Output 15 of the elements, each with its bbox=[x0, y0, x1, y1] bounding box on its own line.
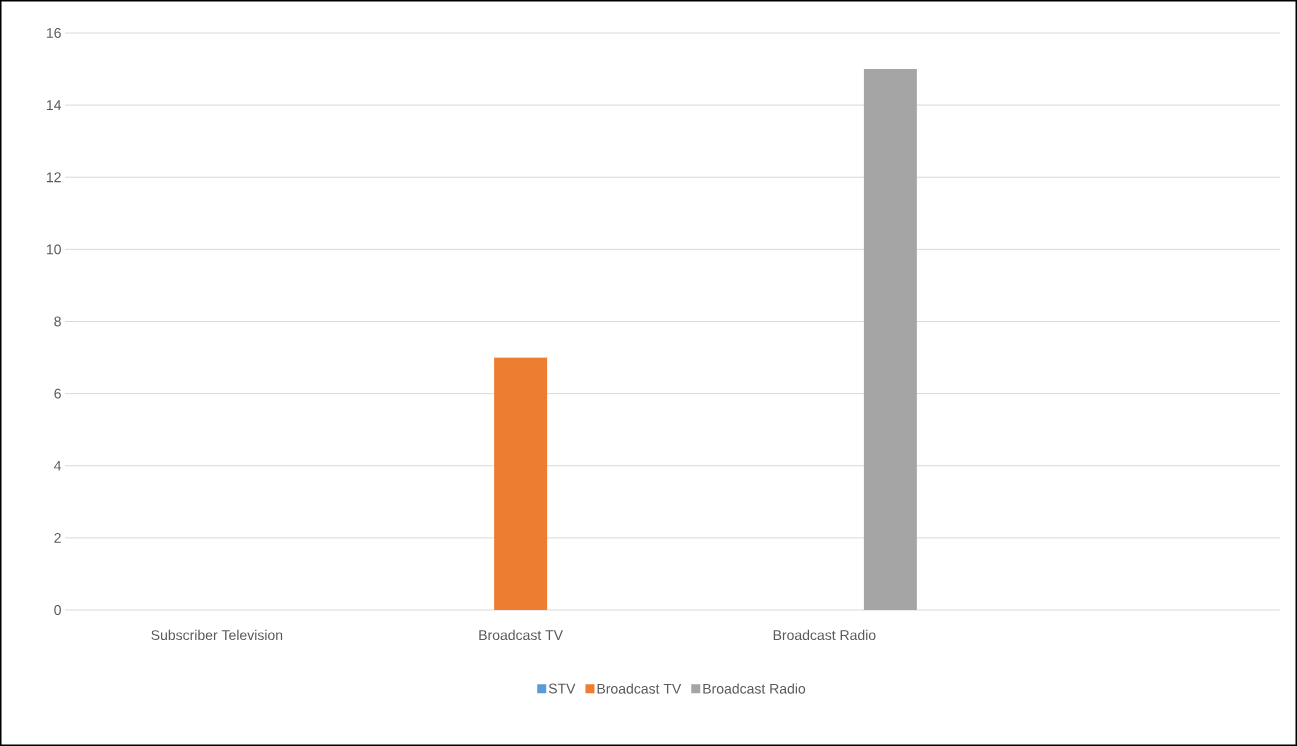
y-tick-label: 4 bbox=[54, 460, 62, 471]
y-tick-label: 6 bbox=[54, 388, 61, 399]
x-tick-label: Subscriber Television bbox=[151, 629, 283, 641]
y-tick-label: 8 bbox=[54, 316, 61, 327]
x-tick-label: Broadcast TV bbox=[479, 629, 563, 641]
y-tick-label: 0 bbox=[54, 605, 61, 615]
legend-label: Broadcast TV bbox=[597, 683, 682, 694]
legend-label: Broadcast Radio bbox=[703, 683, 806, 694]
legend-label: STV bbox=[548, 683, 576, 694]
x-tick-label: Broadcast Radio bbox=[773, 629, 876, 641]
y-tick-label: 12 bbox=[46, 172, 61, 183]
y-tick-label: 16 bbox=[46, 28, 61, 38]
y-tick-label: 2 bbox=[54, 532, 61, 543]
y-tick-label: 10 bbox=[46, 244, 61, 255]
y-tick-label: 14 bbox=[46, 100, 62, 110]
